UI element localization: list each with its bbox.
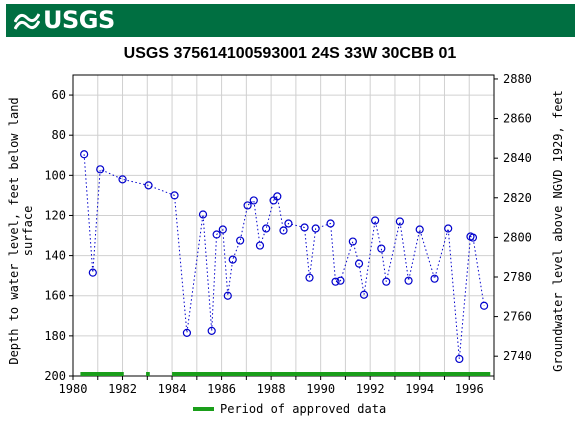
x-tick-label: 1996 [455, 382, 484, 396]
x-tick-label: 1992 [356, 382, 385, 396]
data-point [218, 225, 227, 234]
y-right-tick-label: 2820 [503, 191, 532, 205]
data-point [395, 217, 404, 226]
data-point [455, 354, 464, 364]
data-point [430, 274, 439, 283]
usgs-wave-icon [14, 12, 40, 30]
data-point [404, 276, 413, 285]
data-point [80, 150, 89, 159]
y-right-tick-label: 2740 [503, 349, 532, 363]
y-right-tick-label: 2780 [503, 270, 532, 284]
usgs-logo-text: USGS [43, 6, 115, 34]
data-point [371, 216, 380, 225]
data-points [80, 150, 489, 364]
data-point [336, 276, 345, 285]
data-point [326, 219, 335, 228]
data-point [255, 241, 265, 250]
y-right-tick-label: 2760 [503, 310, 532, 324]
data-point [207, 326, 216, 335]
y-axis-right: 2740 2760 2780 2800 2820 2840 2860 2880 [494, 72, 532, 363]
data-point [223, 291, 232, 300]
data-point [331, 277, 340, 286]
y-left-tick-label: 60 [52, 88, 66, 102]
data-point [262, 224, 271, 233]
x-tick-label: 1980 [59, 382, 88, 396]
data-point [444, 224, 453, 233]
y-axis-left: 60 80 100 120 140 160 180 200 [44, 88, 73, 383]
data-point [377, 244, 386, 253]
y-right-tick-label: 2880 [503, 72, 532, 86]
data-point [415, 225, 424, 234]
y-axis-left-label-line2: surface [21, 206, 35, 257]
data-point [170, 191, 179, 200]
data-point [118, 175, 127, 184]
data-point [182, 328, 192, 337]
data-point [382, 277, 391, 286]
usgs-banner: USGS [6, 4, 575, 37]
y-left-tick-label: 160 [44, 289, 66, 303]
data-point [479, 301, 489, 310]
y-axis-left-label-line1: Depth to water level, feet below land [7, 97, 21, 364]
usgs-logo[interactable]: USGS [14, 7, 115, 34]
plot-frame [72, 74, 495, 377]
y-right-tick-label: 2840 [503, 151, 532, 165]
y-right-tick-label: 2860 [503, 112, 532, 126]
data-point [284, 219, 293, 228]
x-tick-label: 1994 [405, 382, 434, 396]
y-left-tick-label: 100 [44, 168, 66, 182]
data-point [144, 181, 153, 190]
data-point [236, 236, 245, 245]
data-point [88, 268, 97, 277]
data-point [354, 259, 364, 268]
data-point [212, 230, 221, 239]
grid-lines [73, 75, 494, 376]
y-left-tick-label: 80 [52, 128, 66, 142]
y-axis-right-label: Groundwater level above NGVD 1929, feet [551, 90, 565, 372]
data-point [198, 210, 208, 219]
x-tick-label: 1984 [158, 382, 187, 396]
data-point [228, 255, 237, 264]
data-point [305, 273, 314, 282]
data-point [96, 165, 105, 174]
x-tick-label: 1988 [257, 382, 286, 396]
data-point [359, 290, 369, 299]
chart-title: USGS 375614100593001 24S 33W 30CBB 01 [123, 45, 457, 62]
data-point [243, 201, 252, 210]
data-point [300, 223, 309, 232]
x-tick-label: 1990 [306, 382, 335, 396]
data-point [273, 192, 282, 201]
data-point [311, 224, 320, 233]
data-point [249, 196, 258, 205]
legend-label: Period of approved data [220, 402, 386, 416]
data-point [468, 233, 478, 242]
x-tick-label: 1982 [108, 382, 137, 396]
x-axis: 1980 1982 1984 1986 1988 1990 1992 1994 1996 [59, 376, 495, 396]
x-tick-label: 1986 [207, 382, 236, 396]
series-line [83, 154, 485, 359]
data-point [348, 237, 357, 246]
y-left-tick-label: 120 [44, 208, 66, 222]
y-right-tick-label: 2800 [503, 230, 532, 244]
y-left-tick-label: 140 [44, 249, 66, 263]
y-left-tick-label: 180 [44, 329, 66, 343]
y-left-tick-label: 200 [44, 369, 66, 383]
data-point [279, 226, 288, 235]
legend: Period of approved data [193, 402, 386, 416]
